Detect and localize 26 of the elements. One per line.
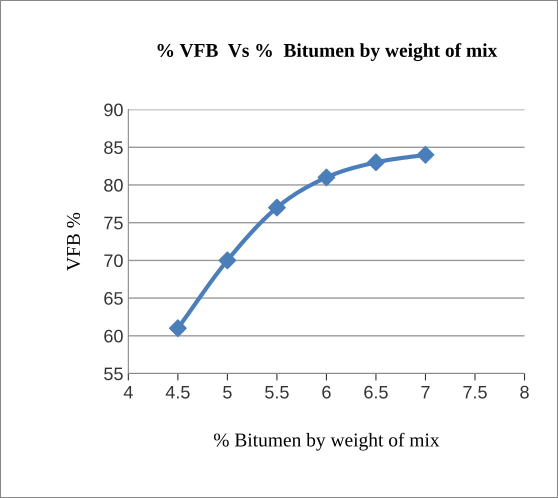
- x-tick-label: 7: [421, 386, 430, 398]
- point: [218, 251, 236, 270]
- x-tick-label: 5.5: [265, 386, 289, 399]
- x-tick-label: 6.5: [364, 386, 388, 399]
- y-tick-label: 75: [104, 216, 123, 230]
- point: [416, 146, 434, 164]
- y-tick-label: 65: [104, 292, 123, 305]
- y-tick-label: 85: [104, 141, 123, 154]
- x-axis-title: % Bitumen by weight of mix: [214, 432, 440, 451]
- x-tick-label: 4.5: [166, 386, 190, 399]
- y-tick-label: 70: [104, 254, 123, 268]
- x-tick-label: 6: [322, 386, 331, 399]
- y-tick-label: 55: [104, 368, 123, 380]
- x-tick-label: 4: [124, 386, 133, 398]
- y-axis-title: VFB %: [66, 212, 80, 271]
- y-tick-label: 80: [104, 178, 123, 192]
- y-tick-label: 60: [104, 330, 123, 343]
- x-tick-label: 8: [520, 386, 529, 399]
- point: [367, 153, 385, 172]
- chart-title: % VFB Vs % Bitumen by weight of mix: [158, 43, 498, 62]
- point: [168, 319, 187, 338]
- point: [318, 168, 336, 186]
- y-tick-label: 90: [104, 103, 123, 116]
- x-tick-label: 5: [223, 386, 232, 399]
- x-tick-label: 7.5: [463, 386, 487, 399]
- point: [268, 198, 286, 217]
